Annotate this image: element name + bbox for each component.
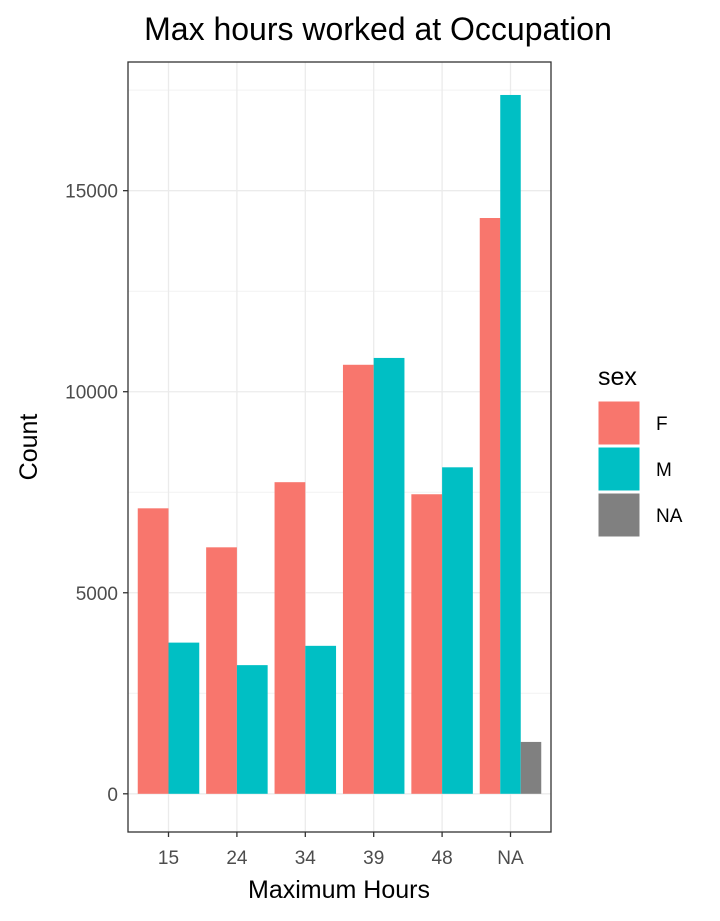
x-tick-label: 34 bbox=[295, 848, 317, 869]
legend-label-na: NA bbox=[656, 506, 683, 527]
bar-f-39 bbox=[342, 364, 374, 794]
plot-panel-border bbox=[127, 61, 552, 833]
bar-f-15 bbox=[137, 508, 169, 794]
x-tick-label: 15 bbox=[158, 848, 179, 869]
legend-key-f bbox=[597, 400, 641, 446]
bar-m-na bbox=[500, 94, 521, 794]
legend-key-m bbox=[597, 446, 641, 492]
legend: sex F M NA bbox=[597, 363, 683, 538]
legend-key-na bbox=[597, 492, 641, 538]
x-tick-label: 24 bbox=[226, 848, 248, 869]
x-tick-label: 39 bbox=[363, 848, 384, 869]
x-tick-label: 48 bbox=[432, 848, 453, 869]
bar-f-na bbox=[479, 218, 501, 794]
bar-f-34 bbox=[274, 482, 306, 794]
legend-label-f: F bbox=[656, 414, 668, 435]
x-axis: 15 24 34 39 48 NA bbox=[158, 832, 524, 869]
bar-f-24 bbox=[206, 547, 237, 794]
y-tick-label: 0 bbox=[107, 785, 118, 806]
y-axis: 0 5000 10000 15000 bbox=[65, 182, 128, 806]
x-tick-label: NA bbox=[497, 848, 524, 869]
x-axis-title: Maximum Hours bbox=[248, 876, 430, 904]
bar-m-48 bbox=[442, 467, 473, 794]
bar-f-48 bbox=[411, 494, 443, 794]
y-tick-label: 15000 bbox=[65, 182, 118, 203]
legend-title: sex bbox=[598, 363, 637, 391]
bar-na-na bbox=[520, 741, 542, 794]
bars bbox=[137, 94, 542, 794]
bar-m-34 bbox=[305, 645, 337, 794]
y-axis-title: Count bbox=[15, 414, 43, 481]
legend-label-m: M bbox=[656, 460, 672, 481]
chart-title: Max hours worked at Occupation bbox=[144, 11, 612, 47]
bar-m-24 bbox=[236, 665, 268, 794]
bar-m-15 bbox=[168, 642, 200, 794]
y-tick-label: 10000 bbox=[65, 383, 118, 404]
y-tick-label: 5000 bbox=[76, 584, 118, 605]
bar-m-39 bbox=[373, 357, 405, 794]
